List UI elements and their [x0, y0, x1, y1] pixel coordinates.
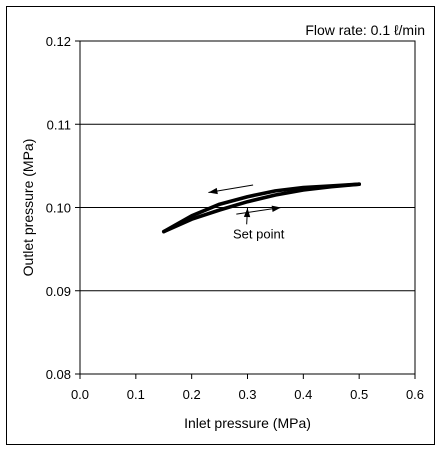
x-tick-label: 0.1 — [127, 387, 145, 402]
y-tick-label: 0.11 — [47, 117, 71, 132]
x-tick-label: 0.4 — [294, 387, 312, 402]
grid-layer — [80, 123, 415, 292]
y-tick-label: 0.09 — [46, 284, 71, 299]
tick-layer: 0.0 0.1 0.2 0.3 0.4 0.5 0.6 0.08 0.09 0.10 0.11 0.1… — [46, 34, 424, 402]
y-tick-label: 0.08 — [46, 367, 71, 382]
decreasing-direction-arrow-head — [208, 187, 218, 195]
x-tick-label: 0.3 — [238, 387, 256, 402]
annotation-layer: Set point — [208, 184, 285, 241]
x-tick-label: 0.5 — [350, 387, 368, 402]
x-tick-label: 0.6 — [406, 387, 424, 402]
series-layer — [162, 182, 361, 234]
y-tick-label: 0.12 — [46, 34, 71, 49]
series-decreasing-line — [162, 182, 361, 234]
set-point-arrow-head — [243, 208, 251, 218]
x-axis-label: Inlet pressure (MPa) — [184, 415, 311, 431]
x-tick-label: 0.0 — [71, 387, 89, 402]
set-point-label: Set point — [233, 226, 285, 241]
flow-rate-annotation: Flow rate: 0.1 ℓ/min — [305, 22, 425, 38]
increasing-direction-arrow-head — [271, 205, 281, 212]
y-tick-label: 0.10 — [46, 201, 71, 216]
x-tick-label: 0.2 — [183, 387, 201, 402]
y-axis-label: Outlet pressure (MPa) — [20, 139, 36, 277]
outer-border — [6, 6, 435, 445]
